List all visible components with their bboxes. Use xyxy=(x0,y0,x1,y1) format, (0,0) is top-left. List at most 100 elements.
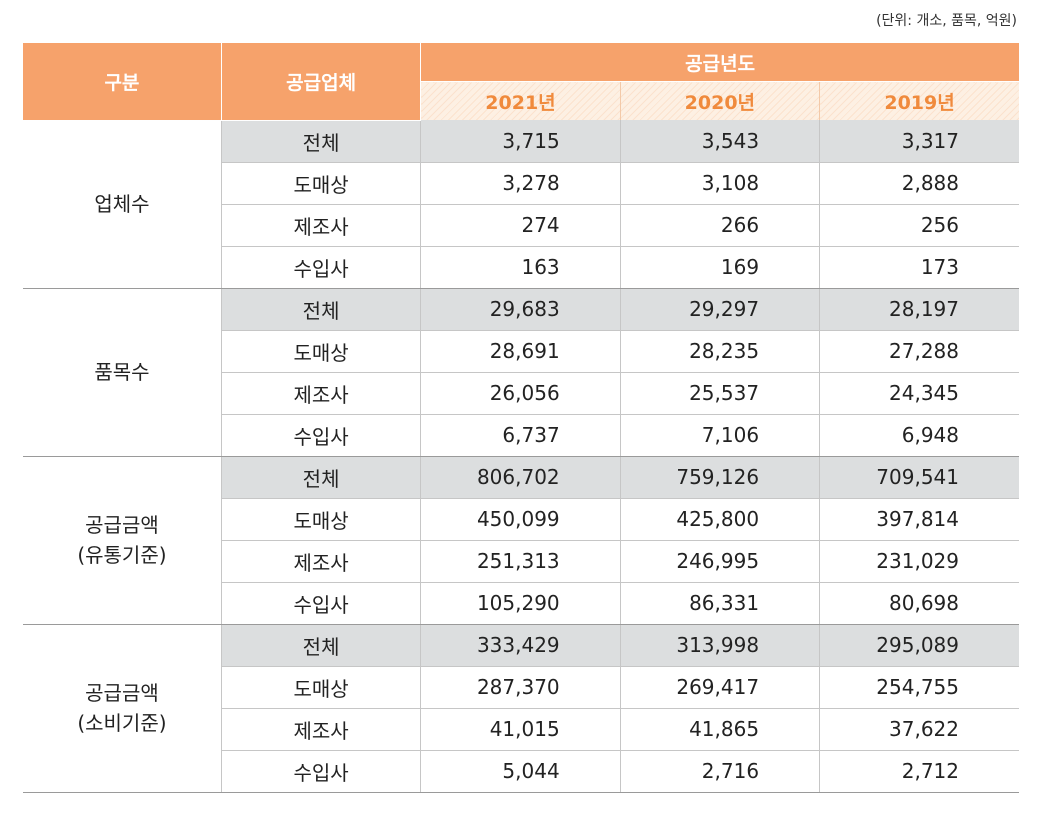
category-label: 품목수 xyxy=(94,360,150,384)
value-cell: 80,698 xyxy=(819,582,1019,625)
table-row: 제조사 274 266 256 xyxy=(23,204,1019,247)
value-cell: 169 xyxy=(620,246,821,289)
category-cell: 공급금액 (소비기준) xyxy=(23,624,222,793)
table-row: 수입사 5,044 2,716 2,712 xyxy=(23,750,1019,793)
value-cell: 806,702 xyxy=(420,456,621,499)
value-cell: 2,716 xyxy=(620,750,821,793)
table-row: 제조사 26,056 25,537 24,345 xyxy=(23,372,1019,415)
value-cell: 295,089 xyxy=(819,624,1019,667)
category-cell: 공급금액 (유통기준) xyxy=(23,456,222,625)
value-cell: 25,537 xyxy=(620,372,821,415)
table-row: 수입사 163 169 173 xyxy=(23,246,1019,289)
supplier-type-cell: 도매상 xyxy=(221,162,422,205)
value-cell: 28,691 xyxy=(420,330,621,373)
value-cell: 254,755 xyxy=(819,666,1019,709)
supplier-type-cell: 수입사 xyxy=(221,246,422,289)
value-cell: 3,278 xyxy=(420,162,621,205)
table-row: 제조사 41,015 41,865 37,622 xyxy=(23,708,1019,751)
category-label: 업체수 xyxy=(94,192,150,216)
table-row: 공급금액 (유통기준) 전체 806,702 759,126 709,541 xyxy=(23,456,1019,625)
header-years-group: 공급년도 xyxy=(420,43,1019,82)
supplier-type-cell: 전체 xyxy=(221,288,422,331)
header-year-2019: 2019년 xyxy=(819,81,1019,120)
value-cell: 251,313 xyxy=(420,540,621,583)
value-cell: 26,056 xyxy=(420,372,621,415)
supplier-type-cell: 전체 xyxy=(221,624,422,667)
value-cell: 27,288 xyxy=(819,330,1019,373)
value-cell: 397,814 xyxy=(819,498,1019,541)
supplier-type-cell: 수입사 xyxy=(221,750,422,793)
value-cell: 287,370 xyxy=(420,666,621,709)
table-row: 업체수 전체 3,715 3,543 3,317 xyxy=(23,120,1019,289)
value-cell: 2,888 xyxy=(819,162,1019,205)
category-label: (소비기준) xyxy=(77,711,167,735)
category-cell: 업체수 xyxy=(23,120,222,289)
category-label: 공급금액 xyxy=(85,513,159,537)
value-cell: 6,948 xyxy=(819,414,1019,457)
category-label: (유통기준) xyxy=(77,543,167,567)
value-cell: 246,995 xyxy=(620,540,821,583)
value-cell: 7,106 xyxy=(620,414,821,457)
header-year-2020: 2020년 xyxy=(620,81,821,120)
value-cell: 709,541 xyxy=(819,456,1019,499)
value-cell: 28,235 xyxy=(620,330,821,373)
supplier-type-cell: 전체 xyxy=(221,456,422,499)
value-cell: 5,044 xyxy=(420,750,621,793)
value-cell: 3,543 xyxy=(620,120,821,163)
supplier-type-cell: 수입사 xyxy=(221,582,422,625)
value-cell: 37,622 xyxy=(819,708,1019,751)
value-cell: 29,297 xyxy=(620,288,821,331)
value-cell: 173 xyxy=(819,246,1019,289)
table-row: 제조사 251,313 246,995 231,029 xyxy=(23,540,1019,583)
supplier-type-cell: 제조사 xyxy=(221,540,422,583)
value-cell: 105,290 xyxy=(420,582,621,625)
value-cell: 274 xyxy=(420,204,621,247)
supplier-type-cell: 전체 xyxy=(221,120,422,163)
supplier-type-cell: 도매상 xyxy=(221,498,422,541)
table-row: 도매상 287,370 269,417 254,755 xyxy=(23,666,1019,709)
unit-note: (단위: 개소, 품목, 억원) xyxy=(876,13,1017,29)
supplier-type-cell: 제조사 xyxy=(221,372,422,415)
supply-stats-table: 구분 공급업체 공급년도 2021년 2020년 2019년 업체수 전체 3,71… xyxy=(23,43,1019,793)
supplier-type-cell: 도매상 xyxy=(221,330,422,373)
category-label: 공급금액 xyxy=(85,681,159,705)
header-year-2021: 2021년 xyxy=(420,81,621,120)
category-cell: 품목수 xyxy=(23,288,222,457)
value-cell: 759,126 xyxy=(620,456,821,499)
supplier-type-cell: 수입사 xyxy=(221,414,422,457)
header-category: 구분 xyxy=(23,43,222,121)
supplier-type-cell: 도매상 xyxy=(221,666,422,709)
table-row: 도매상 3,278 3,108 2,888 xyxy=(23,162,1019,205)
value-cell: 2,712 xyxy=(819,750,1019,793)
value-cell: 333,429 xyxy=(420,624,621,667)
value-cell: 450,099 xyxy=(420,498,621,541)
value-cell: 3,317 xyxy=(819,120,1019,163)
value-cell: 266 xyxy=(620,204,821,247)
value-cell: 231,029 xyxy=(819,540,1019,583)
table-body: 업체수 전체 3,715 3,543 3,317 도매상 3,278 3,108 2,888 제조… xyxy=(23,120,1019,793)
value-cell: 29,683 xyxy=(420,288,621,331)
value-cell: 425,800 xyxy=(620,498,821,541)
table-row: 수입사 6,737 7,106 6,948 xyxy=(23,414,1019,457)
value-cell: 163 xyxy=(420,246,621,289)
table-row: 품목수 전체 29,683 29,297 28,197 xyxy=(23,288,1019,457)
table-row: 도매상 28,691 28,235 27,288 xyxy=(23,330,1019,373)
value-cell: 3,715 xyxy=(420,120,621,163)
value-cell: 28,197 xyxy=(819,288,1019,331)
value-cell: 41,865 xyxy=(620,708,821,751)
table-header: 구분 공급업체 공급년도 2021년 2020년 2019년 xyxy=(23,43,1019,121)
header-supplier: 공급업체 xyxy=(221,43,422,121)
value-cell: 86,331 xyxy=(620,582,821,625)
value-cell: 269,417 xyxy=(620,666,821,709)
value-cell: 24,345 xyxy=(819,372,1019,415)
value-cell: 3,108 xyxy=(620,162,821,205)
table-row: 도매상 450,099 425,800 397,814 xyxy=(23,498,1019,541)
table-row: 수입사 105,290 86,331 80,698 xyxy=(23,582,1019,625)
value-cell: 256 xyxy=(819,204,1019,247)
supplier-type-cell: 제조사 xyxy=(221,204,422,247)
table-row: 공급금액 (소비기준) 전체 333,429 313,998 295,089 xyxy=(23,624,1019,793)
value-cell: 6,737 xyxy=(420,414,621,457)
value-cell: 313,998 xyxy=(620,624,821,667)
supplier-type-cell: 제조사 xyxy=(221,708,422,751)
value-cell: 41,015 xyxy=(420,708,621,751)
